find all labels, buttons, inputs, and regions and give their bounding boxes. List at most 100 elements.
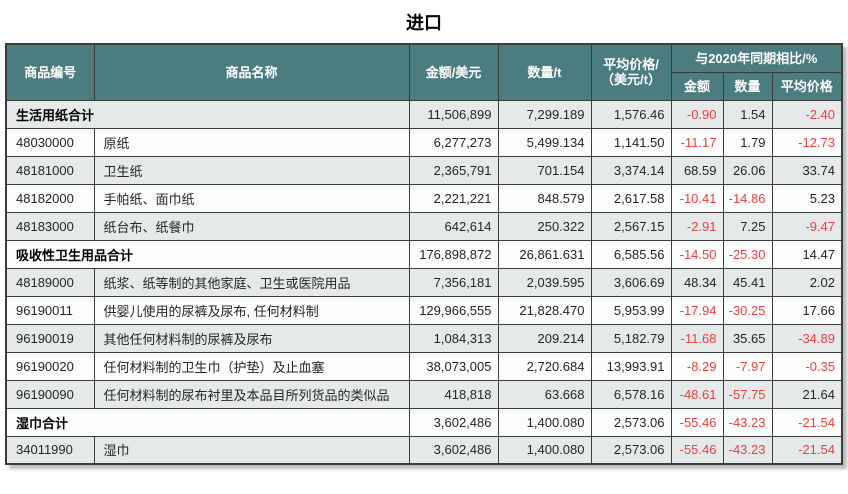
table-row: 48182000 手帕纸、面巾纸 2,221,221 848.579 2,617.58-… bbox=[5, 183, 843, 213]
yoy-amount-cell: -8.29 bbox=[670, 351, 724, 381]
quantity-cell: 1,400.080 bbox=[497, 407, 592, 437]
yoy-avg-price-cell: -21.54 bbox=[771, 407, 843, 437]
yoy-quantity-cell: 26.06 bbox=[722, 155, 773, 185]
code-cell: 48189000 bbox=[5, 267, 95, 297]
table-row-total: 生活用纸合计 11,506,899 7,299.189 1,576.46 -0.90 1.… bbox=[5, 99, 843, 129]
code-cell: 48181000 bbox=[5, 155, 95, 185]
quantity-cell: 7,299.189 bbox=[497, 99, 592, 129]
code-cell: 48183000 bbox=[5, 211, 95, 241]
yoy-avg-price-cell: 17.66 bbox=[771, 295, 843, 325]
amount-cell: 7,356,181 bbox=[408, 267, 499, 297]
name-cell: 手帕纸、面巾纸 bbox=[93, 183, 410, 213]
amount-cell: 176,898,872 bbox=[408, 239, 499, 269]
yoy-quantity-cell: -43.23 bbox=[722, 407, 773, 437]
page-title: 进口 bbox=[406, 13, 442, 33]
yoy-quantity-cell: 35.65 bbox=[722, 323, 773, 353]
name-cell: 湿巾 bbox=[93, 435, 410, 465]
amount-cell: 129,966,555 bbox=[408, 295, 499, 325]
code-cell: 96190090 bbox=[5, 379, 95, 409]
yoy-quantity-cell: 45.41 bbox=[722, 267, 773, 297]
header-amount: 金额/美元 bbox=[408, 43, 499, 101]
name-cell: 其他任何材料制的尿裤及尿布 bbox=[93, 323, 410, 353]
yoy-amount-cell: -2.91 bbox=[670, 211, 724, 241]
header-row-main: 商品编号 商品名称 金额/美元 数量/t 平均价格/（美元/t） 与2020年同… bbox=[5, 43, 843, 101]
amount-cell: 11,506,899 bbox=[408, 99, 499, 129]
yoy-avg-price-cell: 5.23 bbox=[771, 183, 843, 213]
quantity-cell: 5,499.134 bbox=[497, 127, 592, 157]
yoy-amount-cell: -17.94 bbox=[670, 295, 724, 325]
yoy-avg-price-cell: -12.73 bbox=[771, 127, 843, 157]
name-cell: 任何材料制的尿布衬里及本品目所列货品的类似品 bbox=[93, 379, 410, 409]
table-row: 96190019 其他任何材料制的尿裤及尿布 1,084,313 209.214 5,1… bbox=[5, 323, 843, 353]
yoy-avg-price-cell: 21.64 bbox=[771, 379, 843, 409]
amount-cell: 38,073,005 bbox=[408, 351, 499, 381]
quantity-cell: 63.668 bbox=[497, 379, 592, 409]
amount-cell: 418,818 bbox=[408, 379, 499, 409]
name-cell: 原纸 bbox=[93, 127, 410, 157]
table-row: 48181000 卫生纸 2,365,791 701.154 3,374.14 68.59… bbox=[5, 155, 843, 185]
yoy-quantity-cell: -43.23 bbox=[722, 435, 773, 465]
quantity-cell: 848.579 bbox=[497, 183, 592, 213]
total-label-cell: 生活用纸合计 bbox=[5, 99, 410, 129]
header-yoy-avg-price: 平均价格 bbox=[771, 71, 843, 101]
table-row: 48183000 纸台布、纸餐巾 642,614 250.322 2,567.15 -2.… bbox=[5, 211, 843, 241]
code-cell: 34011990 bbox=[5, 435, 95, 465]
quantity-cell: 250.322 bbox=[497, 211, 592, 241]
yoy-quantity-cell: -25.30 bbox=[722, 239, 773, 269]
header-yoy-group: 与2020年同期相比/% bbox=[670, 43, 843, 73]
avg-price-cell: 3,606.69 bbox=[590, 267, 672, 297]
yoy-avg-price-cell: -0.35 bbox=[771, 351, 843, 381]
table-header: 商品编号 商品名称 金额/美元 数量/t 平均价格/（美元/t） 与2020年同… bbox=[5, 43, 843, 101]
yoy-amount-cell: 68.59 bbox=[670, 155, 724, 185]
table-row: 96190090 任何材料制的尿布衬里及本品目所列货品的类似品 418,818 63.… bbox=[5, 379, 843, 409]
table-row-total: 吸收性卫生用品合计 176,898,872 26,861.631 6,585.56 -1… bbox=[5, 239, 843, 269]
yoy-avg-price-cell: -21.54 bbox=[771, 435, 843, 465]
avg-price-cell: 5,182.79 bbox=[590, 323, 672, 353]
header-yoy-amount: 金额 bbox=[670, 71, 724, 101]
table-body: 生活用纸合计 11,506,899 7,299.189 1,576.46 -0.90 1.… bbox=[5, 99, 843, 465]
amount-cell: 3,602,486 bbox=[408, 435, 499, 465]
code-cell: 48030000 bbox=[5, 127, 95, 157]
yoy-avg-price-cell: -2.40 bbox=[771, 99, 843, 129]
yoy-quantity-cell: 1.79 bbox=[722, 127, 773, 157]
quantity-cell: 701.154 bbox=[497, 155, 592, 185]
avg-price-cell: 2,617.58 bbox=[590, 183, 672, 213]
name-cell: 任何材料制的卫生巾（护垫）及止血塞 bbox=[93, 351, 410, 381]
yoy-amount-cell: -55.46 bbox=[670, 435, 724, 465]
table-row: 96190020 任何材料制的卫生巾（护垫）及止血塞 38,073,005 2,720… bbox=[5, 351, 843, 381]
yoy-quantity-cell: -7.97 bbox=[722, 351, 773, 381]
yoy-amount-cell: -14.50 bbox=[670, 239, 724, 269]
header-avg-price-line1: 平均价格/ bbox=[603, 57, 659, 73]
avg-price-cell: 1,141.50 bbox=[590, 127, 672, 157]
yoy-quantity-cell: -57.75 bbox=[722, 379, 773, 409]
amount-cell: 3,602,486 bbox=[408, 407, 499, 437]
yoy-amount-cell: -11.17 bbox=[670, 127, 724, 157]
header-code: 商品编号 bbox=[5, 43, 95, 101]
table-row-total: 湿巾合计 3,602,486 1,400.080 2,573.06 -55.46 -43.… bbox=[5, 407, 843, 437]
quantity-cell: 1,400.080 bbox=[497, 435, 592, 465]
yoy-quantity-cell: 7.25 bbox=[722, 211, 773, 241]
yoy-quantity-cell: -14.86 bbox=[722, 183, 773, 213]
header-yoy-quantity: 数量 bbox=[722, 71, 773, 101]
quantity-cell: 209.214 bbox=[497, 323, 592, 353]
amount-cell: 2,365,791 bbox=[408, 155, 499, 185]
name-cell: 卫生纸 bbox=[93, 155, 410, 185]
table-row: 96190011 供婴儿使用的尿裤及尿布, 任何材料制 129,966,555 21,… bbox=[5, 295, 843, 325]
yoy-quantity-cell: 1.54 bbox=[722, 99, 773, 129]
amount-cell: 642,614 bbox=[408, 211, 499, 241]
quantity-cell: 2,039.595 bbox=[497, 267, 592, 297]
yoy-amount-cell: 48.34 bbox=[670, 267, 724, 297]
avg-price-cell: 6,585.56 bbox=[590, 239, 672, 269]
quantity-cell: 26,861.631 bbox=[497, 239, 592, 269]
avg-price-cell: 2,567.15 bbox=[590, 211, 672, 241]
total-label-cell: 吸收性卫生用品合计 bbox=[5, 239, 410, 269]
yoy-amount-cell: -48.61 bbox=[670, 379, 724, 409]
avg-price-cell: 5,953.99 bbox=[590, 295, 672, 325]
yoy-avg-price-cell: -34.89 bbox=[771, 323, 843, 353]
yoy-amount-cell: -55.46 bbox=[670, 407, 724, 437]
table-row: 34011990 湿巾 3,602,486 1,400.080 2,573.06 -55.… bbox=[5, 435, 843, 465]
total-label-cell: 湿巾合计 bbox=[5, 407, 410, 437]
code-cell: 96190019 bbox=[5, 323, 95, 353]
yoy-avg-price-cell: 2.02 bbox=[771, 267, 843, 297]
yoy-avg-price-cell: -9.47 bbox=[771, 211, 843, 241]
